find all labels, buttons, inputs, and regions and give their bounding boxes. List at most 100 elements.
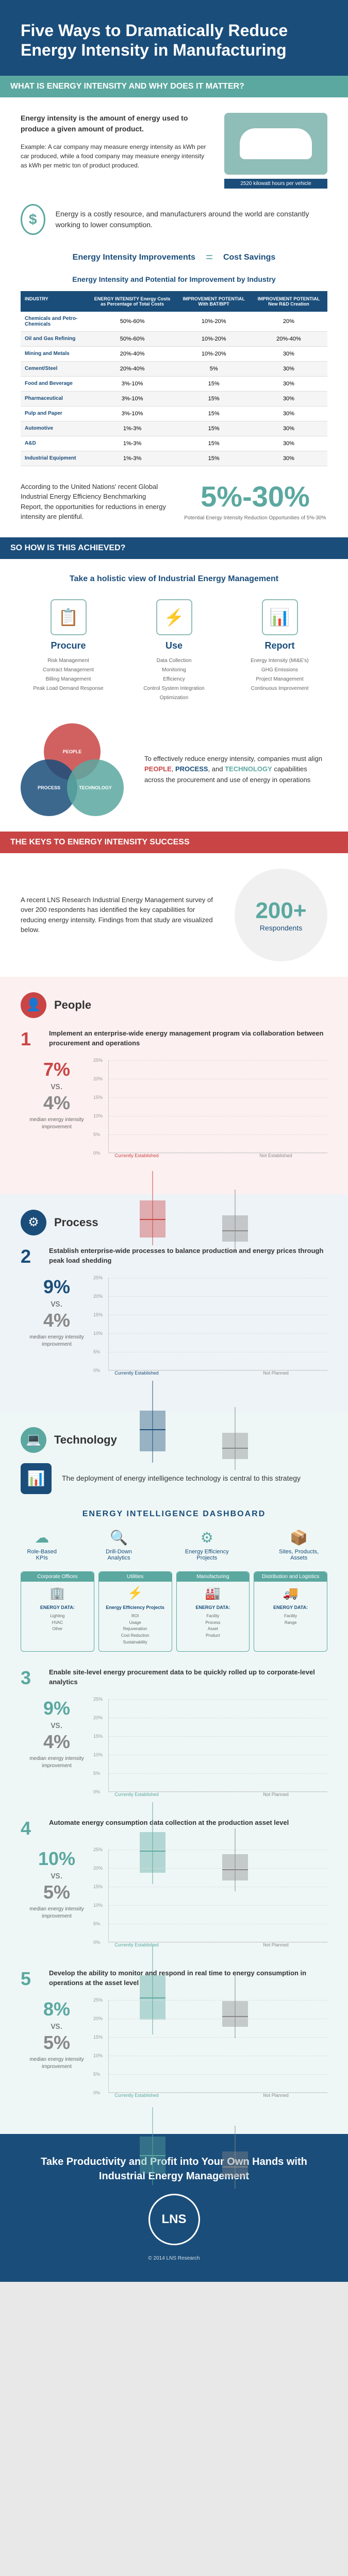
eq-right: Cost Savings bbox=[223, 253, 275, 262]
table-cell: 15% bbox=[177, 451, 250, 466]
table-cell: Mining and Metals bbox=[21, 346, 87, 361]
holistic-list: Risk ManagementContract ManagementBillin… bbox=[21, 656, 116, 693]
table-cell: 50%-60% bbox=[87, 312, 178, 332]
table-cell: 30% bbox=[250, 391, 327, 406]
holistic-col-title: Procure bbox=[21, 640, 116, 651]
lns-logo: LNS bbox=[148, 2194, 200, 2245]
table-cell: Cement/Steel bbox=[21, 361, 87, 376]
holistic-icon: ⚡ bbox=[156, 599, 192, 635]
capability-item: 1Implement an enterprise-wide energy man… bbox=[21, 1028, 327, 1158]
cap-stat: 9% vs. 4% median energy intensity improv… bbox=[21, 1699, 93, 1792]
holistic-col: 📊ReportEnergy Intensity (MI&E's)GHG Emis… bbox=[232, 599, 327, 703]
table-header: ENERGY INTENSITY Energy Costs as Percent… bbox=[87, 291, 178, 312]
boxplot-chart: 0%5%10%15%20%25% bbox=[108, 1060, 327, 1153]
tech-section: 💻Technology📊The deployment of energy int… bbox=[0, 1412, 348, 2134]
table-title: Energy Intensity and Potential for Impro… bbox=[21, 275, 327, 283]
capability-item: 5 Develop the ability to monitor and resp… bbox=[21, 1968, 327, 2098]
table-cell: Oil and Gas Refining bbox=[21, 331, 87, 346]
cap-number: 3 bbox=[21, 1667, 41, 1689]
cap-icon: 👤 bbox=[21, 992, 46, 1018]
cap-stat: 9% vs. 4% median energy intensity improv… bbox=[21, 1278, 93, 1370]
dash-top-item: ⚙Energy Efficiency Projects bbox=[174, 1529, 239, 1561]
survey-text: A recent LNS Research Industrial Energy … bbox=[21, 895, 219, 935]
cap-desc: Enable site-level energy procurement dat… bbox=[49, 1667, 327, 1687]
intro-p2: Example: A car company may measure energ… bbox=[21, 142, 209, 170]
table-cell: 15% bbox=[177, 376, 250, 391]
venn-diagram: PEOPLE PROCESS TECHNOLOGY bbox=[21, 723, 124, 816]
main-title: Five Ways to Dramatically Reduce Energy … bbox=[21, 21, 327, 60]
table-cell: 20%-40% bbox=[250, 331, 327, 346]
boxplot-chart: 0%5%10%15%20%25% bbox=[108, 1699, 327, 1792]
dash-top-item: 🔍Drill-Down Analytics bbox=[94, 1529, 144, 1561]
equals-icon: = bbox=[206, 250, 213, 265]
tech-intro-icon: 📊 bbox=[21, 1463, 52, 1494]
table-cell: 5% bbox=[177, 361, 250, 376]
holistic-block: Take a holistic view of Industrial Energ… bbox=[0, 559, 348, 832]
venn-text: To effectively reduce energy intensity, … bbox=[144, 754, 327, 786]
table-cell: 20% bbox=[250, 312, 327, 332]
table-cell: 1%-3% bbox=[87, 436, 178, 451]
holistic-col: 📋 Procure Risk ManagementContract Manageme… bbox=[21, 599, 116, 703]
footer: Take Productivity and Profit into Your O… bbox=[0, 2134, 348, 2282]
holistic-icon: 📊 bbox=[262, 599, 298, 635]
table-cell: Automotive bbox=[21, 421, 87, 436]
cap-stat: 8% vs. 5% median energy intensity improv… bbox=[21, 2000, 93, 2093]
table-cell: 15% bbox=[177, 391, 250, 406]
dash-col: Manufacturing🏭ENERGY DATA:FacilityProces… bbox=[176, 1571, 250, 1652]
venn-technology: TECHNOLOGY bbox=[67, 759, 124, 816]
table-header: IMPROVEMENT POTENTIAL With BAT/BPT bbox=[177, 291, 250, 312]
table-cell: 3%-10% bbox=[87, 391, 178, 406]
un-text: According to the United Nations' recent … bbox=[21, 482, 168, 522]
table-cell: 15% bbox=[177, 406, 250, 421]
holistic-icon: 📋 bbox=[51, 599, 87, 635]
cap-desc: Implement an enterprise-wide energy mana… bbox=[49, 1028, 327, 1048]
dash-col: Utilities⚡Energy Efficiency ProjectsROIU… bbox=[98, 1571, 172, 1652]
survey-block: A recent LNS Research Industrial Energy … bbox=[0, 853, 348, 977]
section-what: WHAT IS ENERGY INTENSITY AND WHY DOES IT… bbox=[0, 76, 348, 97]
table-cell: Pulp and Paper bbox=[21, 406, 87, 421]
cap-number: 5 bbox=[21, 1968, 41, 1990]
footer-title: Take Productivity and Profit into Your O… bbox=[21, 2155, 327, 2183]
energy-cost-text: Energy is a costly resource, and manufac… bbox=[56, 209, 327, 230]
cap-title: People bbox=[54, 998, 91, 1012]
cap-title: Process bbox=[54, 1216, 98, 1229]
respondents-badge: 200+ Respondents bbox=[235, 869, 327, 961]
dash-col: Corporate Offices🏢ENERGY DATA:LightingHV… bbox=[21, 1571, 94, 1652]
cap-stat: 7% vs. 4% median energy intensity improv… bbox=[21, 1060, 93, 1153]
table-cell: Pharmaceutical bbox=[21, 391, 87, 406]
cap-number: 4 bbox=[21, 1818, 41, 1839]
table-cell: 10%-20% bbox=[177, 346, 250, 361]
table-cell: 30% bbox=[250, 436, 327, 451]
copyright: © 2014 LNS Research bbox=[21, 2256, 327, 2261]
table-cell: 10%-20% bbox=[177, 312, 250, 332]
dash-top-item: 📦Sites, Products, Assets bbox=[270, 1529, 327, 1561]
table-cell: 1%-3% bbox=[87, 421, 178, 436]
holistic-title: Take a holistic view of Industrial Energ… bbox=[21, 574, 327, 584]
dash-top-item: ☁Role-Based KPIs bbox=[21, 1529, 63, 1561]
capability-item: 4 Automate energy consumption data collec… bbox=[21, 1818, 327, 1947]
cap-desc: Develop the ability to monitor and respo… bbox=[49, 1968, 327, 1988]
table-cell: Industrial Equipment bbox=[21, 451, 87, 466]
car-label: 2520 kilowatt hours per vehicle bbox=[224, 179, 327, 189]
cap-desc: Automate energy consumption data collect… bbox=[49, 1818, 327, 1828]
capability-item: 3 Enable site-level energy procurement da… bbox=[21, 1667, 327, 1797]
process-section: ⚙Process 2Establish enterprise-wide proc… bbox=[0, 1194, 348, 1412]
table-header: INDUSTRY bbox=[21, 291, 87, 312]
capability-item: 2Establish enterprise-wide processes to … bbox=[21, 1246, 327, 1376]
table-cell: 50%-60% bbox=[87, 331, 178, 346]
section-keys: THE KEYS TO ENERGY INTENSITY SUCCESS bbox=[0, 832, 348, 853]
eq-left: Energy Intensity Improvements bbox=[73, 253, 195, 262]
holistic-list: Data CollectionMonitoringEfficiencyContr… bbox=[126, 656, 222, 703]
table-cell: 30% bbox=[250, 421, 327, 436]
boxplot-chart: 0%5%10%15%20%25% bbox=[108, 1278, 327, 1370]
holistic-col-title: Use bbox=[126, 640, 222, 651]
section-how: SO HOW IS THIS ACHIEVED? bbox=[0, 537, 348, 559]
table-cell: 30% bbox=[250, 361, 327, 376]
table-cell: 30% bbox=[250, 346, 327, 361]
intro-block: Energy intensity is the amount of energy… bbox=[0, 97, 348, 537]
tech-intro-text: The deployment of energy intelligence te… bbox=[62, 1473, 301, 1484]
table-header: IMPROVEMENT POTENTIAL New R&D Creation bbox=[250, 291, 327, 312]
holistic-list: Energy Intensity (MI&E's)GHG EmissionsPr… bbox=[232, 656, 327, 693]
industry-table: INDUSTRYENERGY INTENSITY Energy Costs as… bbox=[21, 291, 327, 466]
table-cell: 3%-10% bbox=[87, 376, 178, 391]
